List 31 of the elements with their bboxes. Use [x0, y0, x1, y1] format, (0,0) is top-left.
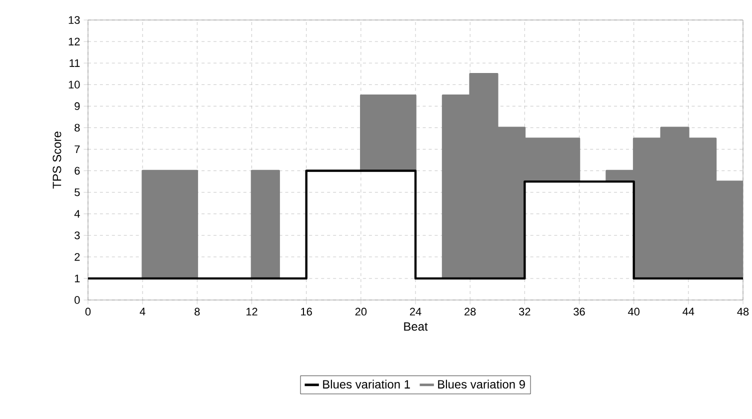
x-tick-label: 28 [464, 308, 476, 316]
y-tick-label: 0 [74, 296, 80, 304]
y-tick-label: 8 [74, 124, 80, 132]
y-tick-label: 12 [68, 38, 80, 46]
y-tick-label: 2 [74, 253, 80, 261]
legend-label: Blues variation 9 [438, 380, 525, 389]
y-tick-label: 9 [74, 102, 80, 110]
x-tick-label: 24 [410, 308, 422, 316]
y-tick-label: 10 [68, 80, 80, 88]
x-tick-label: 12 [246, 308, 258, 316]
y-tick-label: 6 [74, 166, 80, 175]
x-tick-label: 4 [140, 308, 146, 316]
legend-label: Blues variation 1 [323, 380, 410, 389]
y-tick-label: 11 [70, 59, 80, 67]
x-tick-label: 0 [85, 308, 91, 316]
x-axis-title: Beat [404, 322, 428, 331]
x-tick-label: 40 [628, 308, 640, 316]
y-axis-title: TPS Score [52, 132, 62, 189]
y-tick-label: 5 [74, 188, 80, 196]
y-tick-label: 13 [68, 16, 80, 24]
x-tick-label: 32 [518, 308, 530, 316]
y-tick-label: 7 [74, 145, 80, 153]
x-tick-label: 16 [301, 308, 312, 316]
x-tick-label: 48 [737, 308, 749, 316]
x-tick-label: 36 [574, 308, 585, 316]
y-tick-label: 1 [74, 274, 80, 282]
x-tick-label: 8 [194, 308, 200, 316]
x-tick-label: 20 [355, 308, 367, 316]
y-tick-label: 3 [74, 232, 80, 240]
y-tick-label: 4 [74, 210, 80, 218]
x-tick-label: 44 [682, 308, 694, 316]
